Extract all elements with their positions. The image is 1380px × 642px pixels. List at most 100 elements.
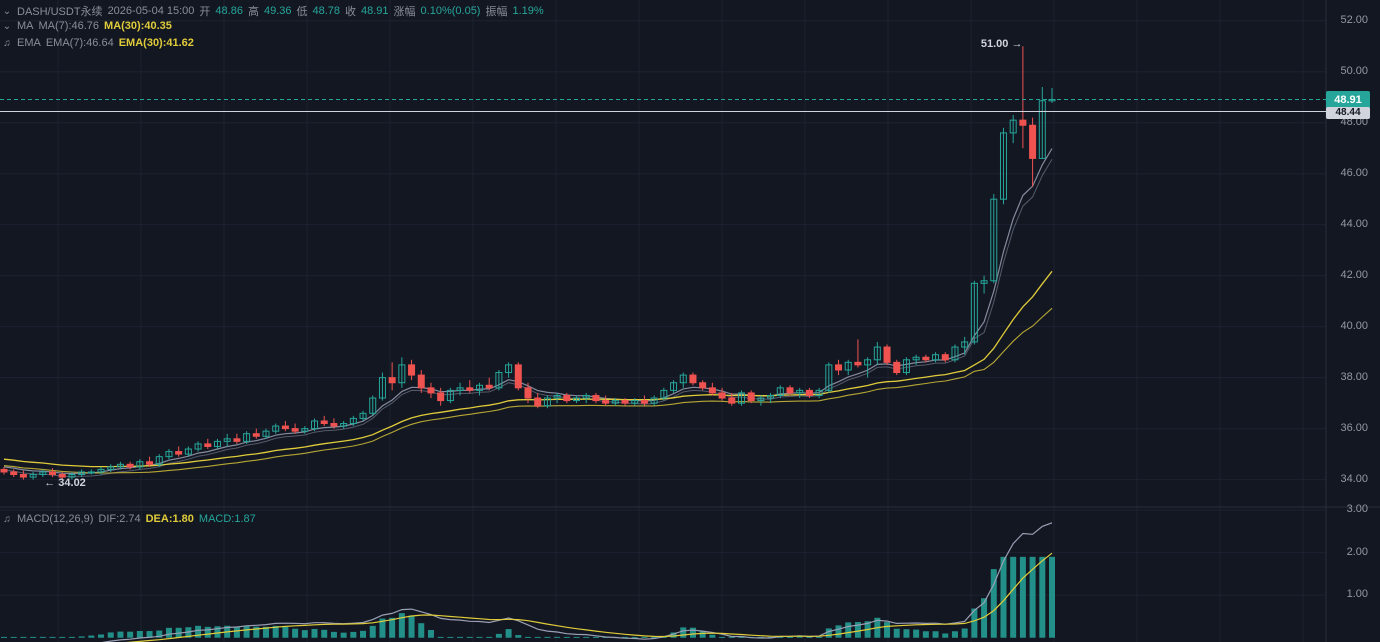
macd-histogram-bar [457,636,464,638]
macd-histogram-bar [738,636,745,638]
candle-body [563,394,571,402]
candle-body [39,471,47,476]
candle-body [427,387,435,394]
ema7-line [3,148,1053,475]
ma-indicator-name[interactable]: MA [17,20,34,32]
candle-body [330,423,338,427]
candle-body [941,354,949,361]
candle-body [466,387,474,391]
macd-histogram-bar [369,625,376,638]
candle-body [815,389,823,396]
candle-body [243,433,251,442]
macd-histogram-bar [78,636,85,638]
macd-histogram-bar [466,636,473,638]
macd-histogram-bar [20,636,27,638]
candle-body [660,389,668,399]
candle-body [524,387,532,399]
high-annotation: 51.00 → [980,38,1023,51]
macd-histogram-bar [476,636,483,638]
macd-histogram-bar [971,608,978,638]
candle-body [19,474,27,478]
candle-body [495,372,503,389]
amplitude-label: 振幅 [485,6,508,18]
candle-body [213,440,221,447]
candle-body [369,397,377,414]
macd-histogram-bar [1019,556,1026,638]
change-label: 涨幅 [393,6,416,18]
macd-histogram-bar [243,625,250,638]
candle-body [883,346,891,363]
candle-body [1038,100,1046,159]
moving-average-lines [3,148,1053,478]
candle-body [689,374,697,384]
macd-histogram-bar [350,631,357,638]
candle-body [184,448,192,455]
collapse-chevron-icon[interactable]: ⌄ [2,20,12,32]
open-value: 48.86 [215,5,243,17]
bell-icon[interactable]: ♫ [3,513,11,525]
macd-histogram-bar [195,625,202,638]
candle-body [873,346,881,361]
candle-body [999,132,1007,200]
macd-histogram-bar [68,636,75,638]
macd-value: MACD:1.87 [198,513,256,525]
candle-body [776,387,784,396]
macd-tick-label: 2.00 [1346,545,1368,558]
macd-histogram-bar [447,636,454,638]
candle-body [340,423,348,427]
macd-histogram-bar [233,626,240,638]
candle-body [980,280,988,284]
macd-histogram-bar [631,636,638,638]
low-label: 低 [296,6,308,18]
price-tick-label: 42.00 [1340,268,1368,281]
collapse-chevron-icon[interactable]: ⌄ [2,5,12,17]
candle-body [844,361,852,371]
candle-body [708,387,716,394]
candle-body [97,468,105,473]
candle-body [631,400,639,404]
candle-body [446,389,454,402]
macd-histogram-bar [515,635,522,638]
macd-histogram-bar [884,622,891,638]
price-tick-label: 44.00 [1340,217,1368,230]
macd-histogram-bar [728,636,735,638]
macd-histogram-bar [136,630,143,638]
candle-body [1029,124,1037,159]
macd-histogram-bar [39,636,46,638]
macd-histogram-bar [1049,556,1055,638]
candle-body [534,397,542,407]
symbol-label[interactable]: DASH/USDT永续 [17,6,103,18]
candle-body [281,425,289,430]
price-lines [0,99,1326,112]
candle-body [1019,119,1027,126]
macd-histogram-bar [1000,556,1007,638]
dea-value: DEA:1.80 [145,513,194,525]
macd-histogram-bar [127,631,134,638]
macd-histogram-bar [292,628,299,638]
amplitude-value: 1.19% [512,5,544,17]
macd-histogram-bar [651,636,658,638]
macd-histogram-bar [253,626,260,638]
macd-histogram-bar [389,617,396,638]
candle-body [126,463,134,468]
macd-histogram-bar [340,632,347,638]
bell-icon[interactable]: ♫ [3,37,11,49]
macd-histogram-bar [272,625,279,638]
candle-body [204,443,212,447]
macd-histogram-bar [825,628,832,638]
ema-indicator-name[interactable]: EMA [17,37,41,49]
candle-body [437,392,445,402]
macd-histogram-bar [777,636,784,638]
candle-body [854,361,862,366]
macd-histogram-bar [709,634,716,638]
macd-indicator-name[interactable]: MACD(12,26,9) [17,513,94,525]
candle-body [320,420,328,425]
macd-histogram-bar [622,636,629,638]
macd-histogram-bar [59,636,66,638]
macd-histogram-bar [204,626,211,638]
candle-body [408,364,416,376]
candle-body [582,394,590,399]
candlestick-series [0,46,1056,480]
